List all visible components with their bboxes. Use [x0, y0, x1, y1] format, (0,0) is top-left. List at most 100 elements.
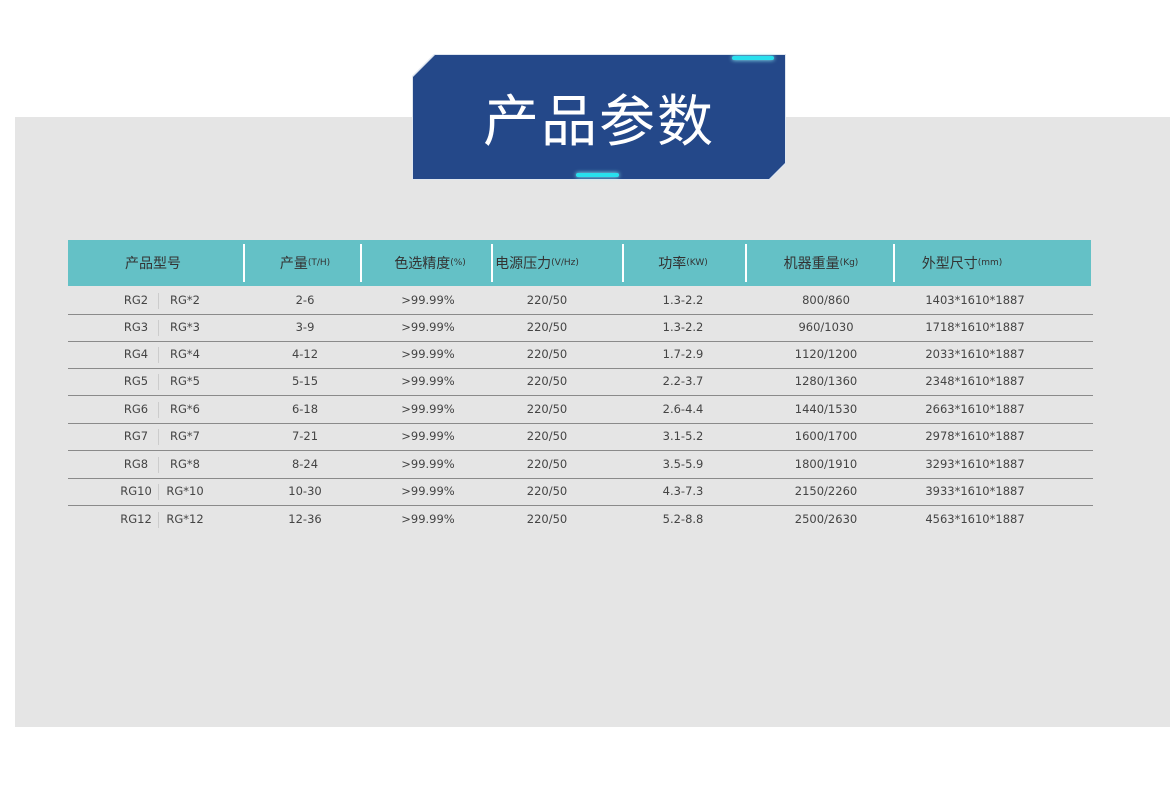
table-cell: >99.99% — [401, 484, 455, 498]
table-row: RG2 RG*2 2-6 >99.99% 220/50 1.3-2.2 800/860 140… — [68, 287, 1093, 315]
header-label: 外型尺寸 — [921, 256, 978, 272]
table-cell: 220/50 — [526, 484, 568, 498]
header-unit: (KW) — [686, 258, 708, 268]
table-cell: 5.2-8.8 — [662, 512, 704, 526]
header-unit: (T/H) — [307, 258, 331, 268]
table-cell: >99.99% — [401, 402, 455, 416]
table-cell: >99.99% — [401, 293, 455, 307]
table-cell: 1.3-2.2 — [662, 320, 704, 334]
table-cell: 3.1-5.2 — [662, 429, 704, 443]
table-cell: RG10 — [120, 484, 152, 498]
header-divider — [893, 244, 895, 282]
content-panel — [15, 117, 1170, 727]
table-cell: 4.3-7.3 — [662, 484, 704, 498]
model-divider — [158, 402, 159, 418]
header-unit: (Kg) — [839, 258, 859, 268]
table-cell: RG5 — [123, 374, 149, 388]
model-divider — [158, 374, 159, 390]
table-cell: 1800/1910 — [794, 457, 858, 471]
column-header: 功率 (KW) — [658, 240, 708, 286]
table-header: 产品型号 产量 (T/H) 色选精度 (%) 电源压力 (V/Hz) 功率 (KW) 机器重量 (K… — [68, 240, 1091, 286]
header-unit: (%) — [450, 258, 466, 268]
table-row: RG7 RG*7 7-21 >99.99% 220/50 3.1-5.2 1600/1700… — [68, 423, 1093, 451]
table-cell: 7-21 — [291, 429, 319, 443]
table-cell: 1718*1610*1887 — [925, 320, 1025, 334]
model-divider — [158, 347, 159, 363]
table-row: RG12 RG*12 12-36 >99.99% 220/50 5.2-8.8 2500/2… — [68, 506, 1093, 533]
table-cell: 220/50 — [526, 320, 568, 334]
header-divider — [360, 244, 362, 282]
header-unit: (mm) — [977, 258, 1003, 268]
table-cell: 2150/2260 — [794, 484, 858, 498]
model-divider — [158, 457, 159, 473]
table-cell: RG6 — [123, 402, 149, 416]
table-cell: 220/50 — [526, 347, 568, 361]
column-header: 产品型号 — [125, 240, 181, 286]
table-cell: 220/50 — [526, 512, 568, 526]
header-label: 电源压力 — [495, 256, 552, 272]
header-unit: (V/Hz) — [551, 258, 579, 268]
model-divider — [158, 293, 159, 309]
table-cell: 1440/1530 — [794, 402, 858, 416]
column-header: 机器重量 (Kg) — [784, 240, 859, 286]
table-cell: 3293*1610*1887 — [925, 457, 1025, 471]
table-cell: 5-15 — [291, 374, 319, 388]
model-divider — [158, 484, 159, 500]
title-banner — [413, 55, 785, 179]
table-cell: 3933*1610*1887 — [925, 484, 1025, 498]
table-cell: RG*7 — [170, 429, 200, 443]
table-cell: 3-9 — [295, 320, 315, 334]
table-cell: 1280/1360 — [794, 374, 858, 388]
model-divider — [158, 320, 159, 336]
table-cell: RG*3 — [170, 320, 200, 334]
table-cell: RG*2 — [170, 293, 200, 307]
table-cell: 220/50 — [526, 457, 568, 471]
table-cell: 6-18 — [291, 402, 319, 416]
table-cell: 1600/1700 — [794, 429, 858, 443]
banner-accent-bottom — [576, 173, 619, 177]
table-cell: 2663*1610*1887 — [925, 402, 1025, 416]
table-cell: 12-36 — [288, 512, 322, 526]
table-cell: 220/50 — [526, 374, 568, 388]
table-cell: 960/1030 — [798, 320, 854, 334]
header-label: 产量 — [279, 256, 308, 272]
model-divider — [158, 512, 159, 528]
table-cell: 220/50 — [526, 402, 568, 416]
table-cell: RG8 — [123, 457, 149, 471]
column-header: 电源压力 (V/Hz) — [495, 240, 579, 286]
table-cell: >99.99% — [401, 320, 455, 334]
column-header: 色选精度 (%) — [394, 240, 466, 286]
table-row: RG5 RG*5 5-15 >99.99% 220/50 2.2-3.7 1280/1360… — [68, 368, 1093, 396]
table-cell: 1403*1610*1887 — [925, 293, 1025, 307]
table-cell: 2.2-3.7 — [662, 374, 704, 388]
table-row: RG4 RG*4 4-12 >99.99% 220/50 1.7-2.9 1120/1200… — [68, 341, 1093, 369]
table-row: RG8 RG*8 8-24 >99.99% 220/50 3.5-5.9 1800/1910… — [68, 451, 1093, 479]
table-cell: 2.6-4.4 — [662, 402, 704, 416]
table-cell: RG3 — [123, 320, 149, 334]
table-cell: 220/50 — [526, 293, 568, 307]
table-cell: 1120/1200 — [794, 347, 858, 361]
table-cell: RG2 — [123, 293, 149, 307]
table-cell: RG*12 — [166, 512, 204, 526]
table-cell: >99.99% — [401, 457, 455, 471]
column-header: 外型尺寸 (mm) — [922, 240, 1003, 286]
table-cell: 800/860 — [802, 293, 850, 307]
table-cell: 1.7-2.9 — [662, 347, 704, 361]
page-title: 产品参数 — [483, 89, 715, 155]
model-divider — [158, 429, 159, 445]
table-cell: RG*4 — [170, 347, 200, 361]
table-cell: >99.99% — [401, 374, 455, 388]
table-cell: RG*10 — [166, 484, 204, 498]
header-divider — [745, 244, 747, 282]
table-cell: 220/50 — [526, 429, 568, 443]
table-cell: >99.99% — [401, 429, 455, 443]
header-label: 机器重量 — [783, 256, 840, 272]
header-divider — [622, 244, 624, 282]
table-cell: RG*6 — [170, 402, 200, 416]
table-cell: 2500/2630 — [794, 512, 858, 526]
table-cell: 4563*1610*1887 — [925, 512, 1025, 526]
table-cell: 2348*1610*1887 — [925, 374, 1025, 388]
table-cell: 10-30 — [288, 484, 322, 498]
banner-accent-top — [732, 56, 774, 60]
column-header: 产量 (T/H) — [280, 240, 330, 286]
